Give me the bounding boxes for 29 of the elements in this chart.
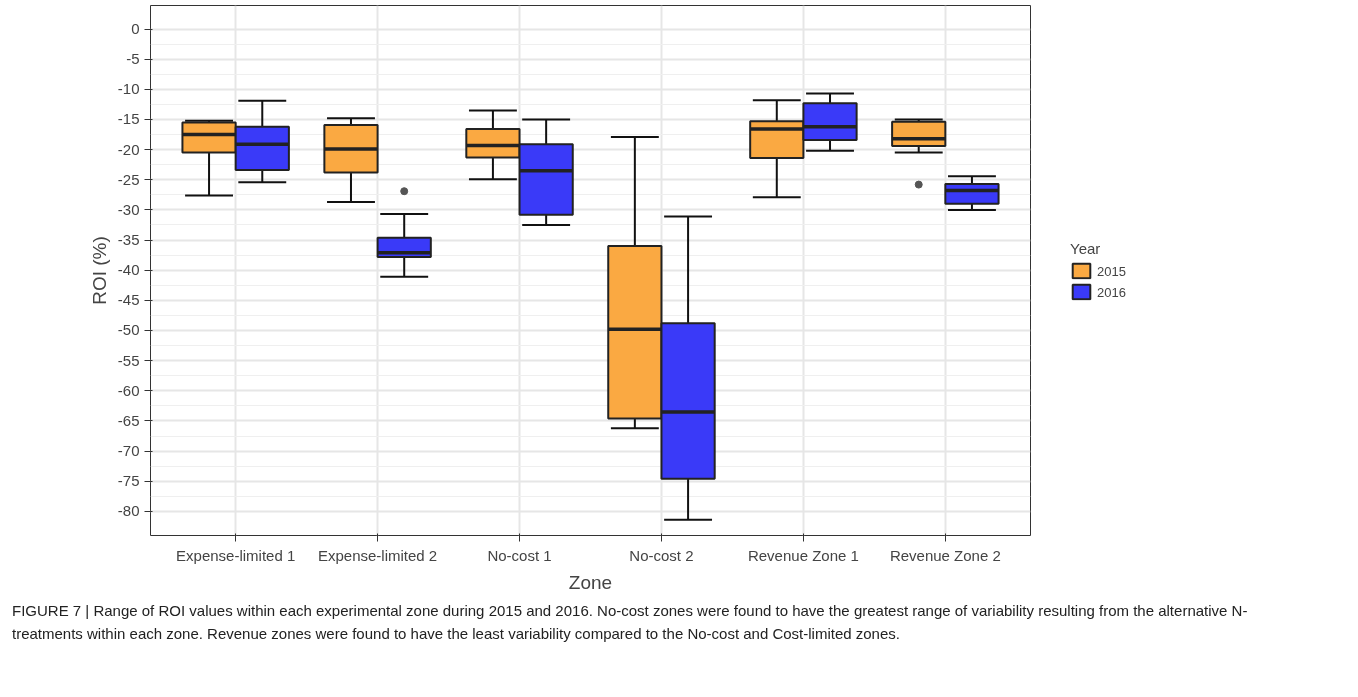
caption: FIGURE 7 | Range of ROI values within each experimental zone during 2015 and 2016. No-cost zones were found to have the greatest range of variability resulting from the alternative N-treatments within each zone. Revenue zones were found to have the least variability compared to the No-cost and Cost-limited zones. xyxy=(12,601,1249,644)
x-tick-label: No-cost 1 xyxy=(487,546,552,564)
y-tick-label: -5 xyxy=(126,50,140,68)
y-tick-label: -10 xyxy=(117,80,140,98)
y-tick-label: -40 xyxy=(117,261,140,279)
legend-title: Year xyxy=(1070,239,1102,257)
y-tick-label: -50 xyxy=(117,321,140,339)
legend-label: 2016 xyxy=(1097,284,1126,299)
y-axis-title: ROI (%) xyxy=(88,236,110,305)
x-tick-label: Expense-limited 1 xyxy=(176,546,296,564)
x-tick-label: Revenue Zone 1 xyxy=(747,546,859,564)
x-tick-label: Expense-limited 2 xyxy=(317,546,438,564)
y-tick-label: -65 xyxy=(117,411,140,429)
y-tick-label: -45 xyxy=(117,291,140,309)
y-tick-label: -15 xyxy=(117,110,140,128)
y-tick-label: -30 xyxy=(117,200,140,218)
y-tick-label: -80 xyxy=(117,502,140,520)
y-tick-label: -55 xyxy=(117,351,140,369)
x-tick-label: Revenue Zone 2 xyxy=(889,546,1001,564)
legend-label: 2015 xyxy=(1097,263,1126,278)
y-tick-label: -60 xyxy=(117,381,140,399)
y-tick-label: -20 xyxy=(117,140,140,158)
y-tick-label: -70 xyxy=(117,442,140,460)
x-tick-label: No-cost 2 xyxy=(629,546,694,564)
x-axis-title: Zone xyxy=(568,571,613,593)
y-tick-label: -25 xyxy=(117,170,140,188)
y-tick-label: 0 xyxy=(131,20,140,38)
y-tick-label: -75 xyxy=(117,472,140,490)
y-tick-label: -35 xyxy=(117,231,140,249)
